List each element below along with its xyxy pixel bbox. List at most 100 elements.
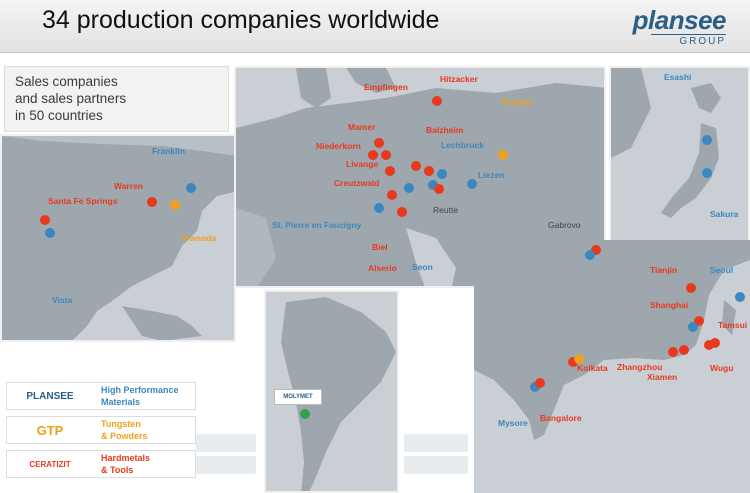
legend-ceratizit-line1: Hardmetals xyxy=(101,453,151,463)
marker-bruntal[interactable] xyxy=(498,150,508,160)
marker-wugu[interactable] xyxy=(704,340,714,350)
page-title: 34 production companies worldwide xyxy=(42,6,440,34)
marker-molymet[interactable] xyxy=(300,409,310,419)
marker-towanda[interactable] xyxy=(170,200,180,210)
marker-vista[interactable] xyxy=(45,228,55,238)
marker-balzheim[interactable] xyxy=(424,166,434,176)
legend-plansee-text: High Performance Materials xyxy=(101,384,179,408)
marker-mysore[interactable] xyxy=(530,382,540,392)
marker-liezen[interactable] xyxy=(467,179,477,189)
label-empfingen: Empfingen xyxy=(364,82,408,92)
marker-tamsui[interactable] xyxy=(710,338,720,348)
label-livange: Livange xyxy=(346,159,379,169)
marker-niederkorn[interactable] xyxy=(368,150,378,160)
marker-gabrovo-2[interactable] xyxy=(585,250,595,260)
north-america-landmass xyxy=(2,136,234,340)
marker-reutte-2[interactable] xyxy=(434,184,444,194)
label-kolkata: Kolkata xyxy=(577,363,608,373)
south-america-map xyxy=(264,290,399,493)
plansee-group-logo: plansee GROUP xyxy=(632,5,727,47)
label-esashi: Esashi xyxy=(664,72,692,82)
marker-esashi[interactable] xyxy=(702,135,712,145)
marker-gabrovo[interactable] xyxy=(591,245,601,255)
legend-gtp-line2: & Powders xyxy=(101,431,148,441)
label-balzheim: Balzheim xyxy=(426,125,464,135)
sales-line-2: and sales partners xyxy=(15,91,127,106)
label-lechbruck: Lechbruck xyxy=(441,140,484,150)
marker-creutzwald[interactable] xyxy=(385,166,395,176)
placeholder-block xyxy=(404,456,468,474)
marker-reutte[interactable] xyxy=(428,180,438,190)
label-mamer: Mamer xyxy=(348,122,376,132)
label-seoul: Seoul xyxy=(710,265,734,275)
logo-wordmark: plansee xyxy=(632,5,727,35)
label-towanda: Towanda xyxy=(180,233,217,243)
marker-warren[interactable] xyxy=(147,197,157,207)
label-hitzacker: Hitzacker xyxy=(440,74,478,84)
label-bruntal: Bruntál xyxy=(502,97,532,107)
legend-plansee-line1: High Performance xyxy=(101,385,179,395)
placeholder-block xyxy=(404,434,468,452)
marker-shanghai-2[interactable] xyxy=(688,322,698,332)
japan-map xyxy=(609,66,750,254)
legend-plansee-line2: Materials xyxy=(101,397,141,407)
marker-shanghai[interactable] xyxy=(694,316,704,326)
asia-map xyxy=(474,240,750,493)
marker-seon[interactable] xyxy=(404,183,414,193)
marker-mamer[interactable] xyxy=(374,138,384,148)
asia-landmass xyxy=(474,240,750,440)
ceratizit-brand-logo: CERATIZIT xyxy=(29,459,71,469)
label-vista: Vista xyxy=(52,295,73,305)
marker-biel[interactable] xyxy=(387,190,397,200)
label-franklin: Franklin xyxy=(152,146,186,156)
legend-ceratizit: CERATIZIT Hardmetals & Tools xyxy=(6,450,196,478)
placeholder-block xyxy=(196,434,256,452)
marker-franklin[interactable] xyxy=(186,183,196,193)
legend-gtp: GTP Tungsten & Powders xyxy=(6,416,196,444)
label-reutte: Reutte xyxy=(433,205,459,215)
south-america-landmass xyxy=(281,297,396,491)
label-tianjin: Tianjin xyxy=(650,265,678,275)
legend-ceratizit-line2: & Tools xyxy=(101,465,134,475)
legend-gtp-line1: Tungsten xyxy=(101,419,141,429)
marker-seoul[interactable] xyxy=(735,292,745,302)
marker-alserio[interactable] xyxy=(397,207,407,217)
marker-st-pierre[interactable] xyxy=(374,203,384,213)
label-santa-fe: Santa Fe Springs xyxy=(48,196,118,206)
label-warren: Warren xyxy=(114,181,143,191)
label-xiamen: Xiamen xyxy=(647,372,678,382)
sales-line-3: in 50 countries xyxy=(15,108,103,123)
legend-ceratizit-text: Hardmetals & Tools xyxy=(101,452,150,476)
marker-hitzacker[interactable] xyxy=(432,96,442,106)
label-sakura: Sakura xyxy=(710,209,739,219)
label-seon: Seon xyxy=(412,262,433,272)
label-creutzwald: Creutzwald xyxy=(334,178,380,188)
marker-santa-fe[interactable] xyxy=(40,215,50,225)
marker-zhangzhou[interactable] xyxy=(668,347,678,357)
legend-gtp-text: Tungsten & Powders xyxy=(101,418,148,442)
marker-xiamen[interactable] xyxy=(679,345,689,355)
legend-plansee: PLANSEE High Performance Materials xyxy=(6,382,196,410)
plansee-brand-logo: PLANSEE xyxy=(26,390,74,402)
marker-empfingen[interactable] xyxy=(411,161,421,171)
label-alserio: Alserio xyxy=(368,263,397,273)
marker-livange[interactable] xyxy=(381,150,391,160)
label-gabrovo: Gabrovo xyxy=(548,220,581,230)
europe-landmass xyxy=(236,68,604,286)
placeholder-block xyxy=(196,456,256,474)
label-biel: Biel xyxy=(372,242,388,252)
marker-sakura[interactable] xyxy=(702,168,712,178)
label-mysore: Mysore xyxy=(498,418,528,428)
marker-bangalore[interactable] xyxy=(535,378,545,388)
title-bar xyxy=(0,0,750,53)
label-bangalore: Bangalore xyxy=(540,413,582,423)
marker-lechbruck[interactable] xyxy=(437,169,447,179)
label-zhangzhou: Zhangzhou xyxy=(617,362,663,372)
label-liezen: Liezen xyxy=(478,170,505,180)
japan-landmass xyxy=(611,68,721,218)
label-st-pierre: St. Pierre en Faucigny xyxy=(272,220,362,230)
marker-tianjin[interactable] xyxy=(686,283,696,293)
marker-kolkata[interactable] xyxy=(568,357,578,367)
marker-kolkata-2[interactable] xyxy=(574,354,584,364)
gtp-brand-logo: GTP xyxy=(36,422,64,438)
